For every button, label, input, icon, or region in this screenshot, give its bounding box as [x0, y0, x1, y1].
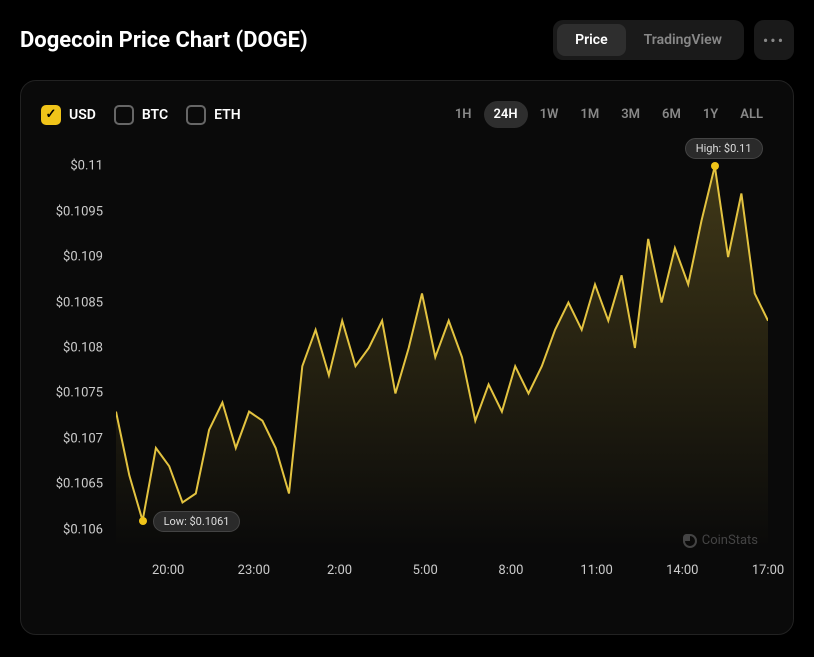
y-tick-label: $0.107	[63, 431, 103, 446]
timeframe-1h[interactable]: 1H	[445, 101, 482, 128]
y-tick-label: $0.106	[63, 522, 103, 537]
watermark-label: CoinStats	[702, 533, 758, 548]
tab-tradingview[interactable]: TradingView	[626, 24, 740, 56]
page-title: Dogecoin Price Chart (DOGE)	[20, 28, 308, 53]
checkbox-icon	[114, 105, 134, 125]
y-tick-label: $0.1085	[56, 295, 103, 310]
x-tick-label: 8:00	[498, 563, 523, 578]
chart-panel: ✓ USD BTC ETH 1H24H1W1M3M6M1YALL $0.11 $0.10…	[20, 80, 794, 635]
timeframe-1w[interactable]: 1W	[530, 101, 569, 128]
timeframe-group: 1H24H1W1M3M6M1YALL	[445, 101, 773, 128]
timeframe-1y[interactable]: 1Y	[693, 101, 728, 128]
high-annotation: High: $0.11	[685, 138, 763, 159]
coinstats-icon	[683, 534, 697, 548]
x-tick-label: 14:00	[666, 563, 698, 578]
y-tick-label: $0.11	[70, 159, 103, 174]
y-tick-label: $0.1065	[56, 477, 103, 492]
currency-toggle-btc[interactable]: BTC	[114, 105, 168, 125]
ellipsis-icon: •••	[763, 31, 785, 50]
timeframe-3m[interactable]: 3M	[611, 101, 650, 128]
y-axis: $0.11 $0.1095 $0.109 $0.1085 $0.108 $0.1075 $0…	[41, 148, 111, 548]
timeframe-1m[interactable]: 1M	[570, 101, 609, 128]
currency-toggle-usd[interactable]: ✓ USD	[41, 105, 96, 125]
currency-label: USD	[69, 107, 96, 123]
view-tab-group: Price TradingView	[553, 20, 744, 60]
y-tick-label: $0.1095	[56, 204, 103, 219]
currency-label: ETH	[214, 107, 241, 123]
x-tick-label: 20:00	[152, 563, 184, 578]
header-controls: Price TradingView •••	[553, 20, 794, 60]
x-tick-label: 2:00	[327, 563, 352, 578]
x-tick-label: 5:00	[413, 563, 438, 578]
chart-plot[interactable]: High: $0.11Low: $0.1061	[116, 148, 768, 548]
y-tick-label: $0.109	[63, 250, 103, 265]
chart-area-fill	[116, 166, 768, 548]
y-tick-label: $0.1075	[56, 386, 103, 401]
chart-controls: ✓ USD BTC ETH 1H24H1W1M3M6M1YALL	[41, 101, 773, 128]
currency-toggle-eth[interactable]: ETH	[186, 105, 241, 125]
checkbox-icon	[186, 105, 206, 125]
low-marker-icon	[139, 517, 147, 525]
timeframe-6m[interactable]: 6M	[652, 101, 691, 128]
watermark: CoinStats	[683, 533, 758, 548]
high-marker-icon	[711, 162, 719, 170]
currency-toggles: ✓ USD BTC ETH	[41, 105, 241, 125]
y-tick-label: $0.108	[63, 341, 103, 356]
line-chart-svg	[116, 148, 768, 548]
x-tick-label: 11:00	[580, 563, 612, 578]
timeframe-all[interactable]: ALL	[730, 101, 773, 128]
x-axis: 20:0023:002:005:008:0011:0014:0017:00	[116, 563, 768, 583]
more-menu-button[interactable]: •••	[754, 20, 794, 60]
timeframe-24h[interactable]: 24H	[484, 101, 528, 128]
low-annotation: Low: $0.1061	[153, 511, 241, 532]
currency-label: BTC	[142, 107, 168, 123]
tab-price[interactable]: Price	[557, 24, 626, 56]
checkbox-icon: ✓	[41, 105, 61, 125]
x-tick-label: 17:00	[752, 563, 784, 578]
chart-area: $0.11 $0.1095 $0.109 $0.1085 $0.108 $0.1075 $0…	[41, 148, 773, 593]
x-tick-label: 23:00	[238, 563, 270, 578]
